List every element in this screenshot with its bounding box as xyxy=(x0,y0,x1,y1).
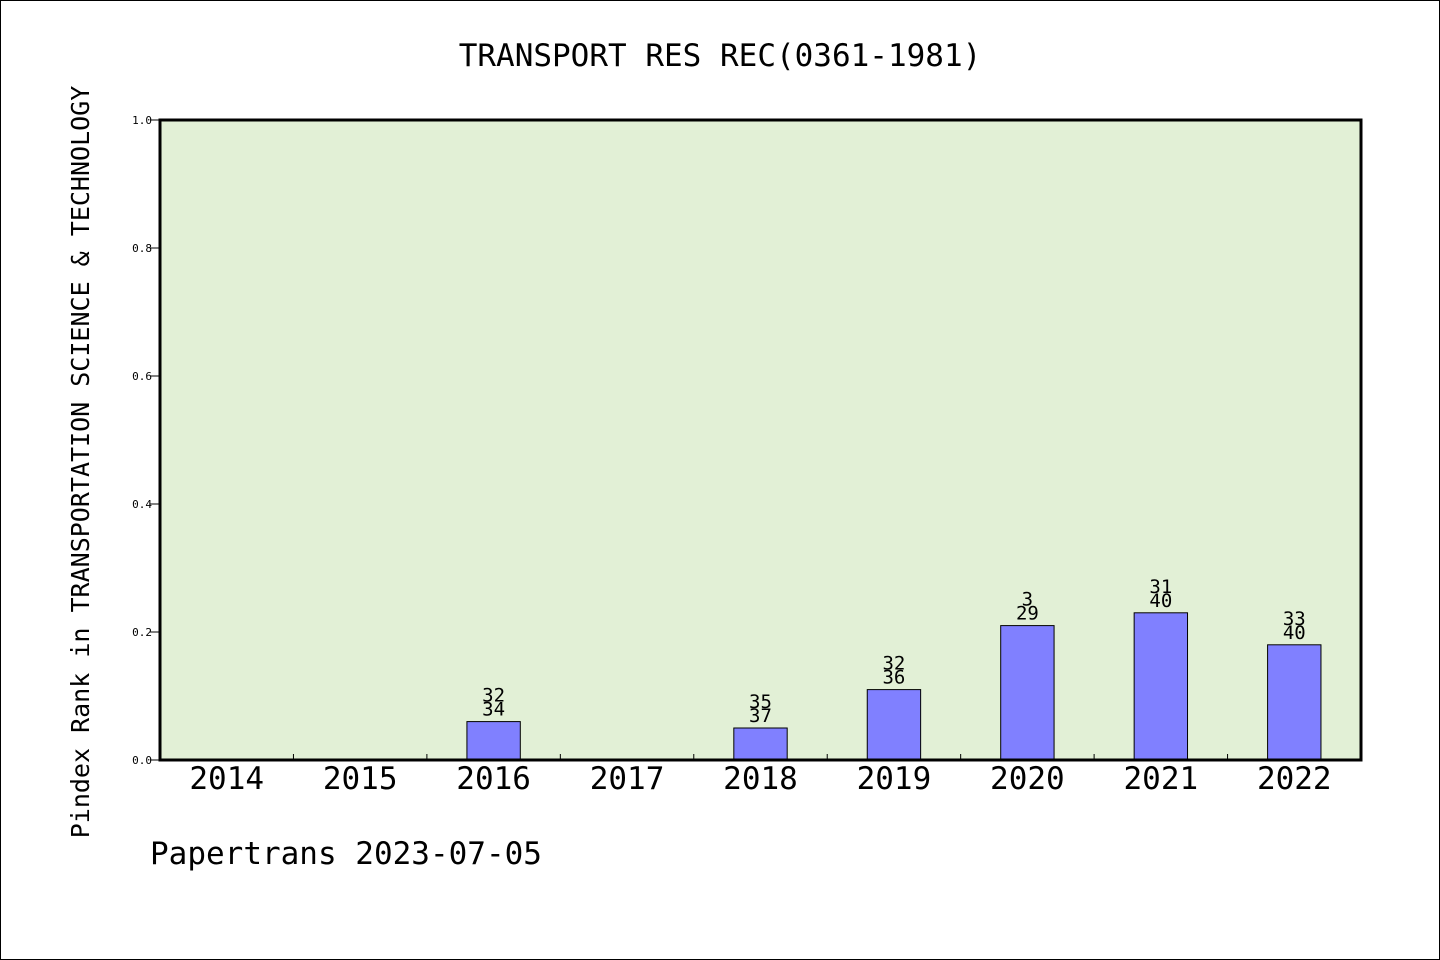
bar-label-rank: 35 xyxy=(749,691,772,713)
bar-label-total: 29 xyxy=(1016,603,1039,625)
bar-label-rank: 31 xyxy=(1149,576,1172,598)
bar-label-total: 40 xyxy=(1283,622,1306,644)
x-tick-label: 2019 xyxy=(857,761,932,797)
bar-2018 xyxy=(733,727,788,761)
bar-2022 xyxy=(1267,644,1322,761)
bar-label-total: 37 xyxy=(749,705,772,727)
plot-border xyxy=(158,118,1363,762)
bar-2019 xyxy=(866,689,922,761)
bar-label-rank: 32 xyxy=(882,653,905,675)
y-tick-label: 0.8 xyxy=(132,242,152,255)
y-axis-label: Pindex Rank in TRANSPORTATION SCIENCE & … xyxy=(66,86,95,839)
bar-label-rank: 3 xyxy=(1022,589,1033,611)
y-tick-label: 0.4 xyxy=(132,498,152,511)
x-tick-label: 2021 xyxy=(1124,761,1199,797)
bar-2021 xyxy=(1133,612,1189,761)
y-tick-label: 1.0 xyxy=(132,114,152,127)
bar-label-total: 34 xyxy=(482,699,505,721)
x-tick-label: 2022 xyxy=(1257,761,1332,797)
bar-2016 xyxy=(466,721,521,761)
bar-label-rank: 33 xyxy=(1283,608,1306,630)
y-tick-label: 0.2 xyxy=(132,626,152,639)
chart-title: TRANSPORT RES REC(0361-1981) xyxy=(459,38,982,74)
y-tick-label: 0.0 xyxy=(132,754,152,767)
ticks-layer: 0.0 0.2 0.4 0.6 0.8 1.0 2014 2015 2016 2017 2018 20… xyxy=(132,114,1331,797)
footer-text: Papertrans 2023-07-05 xyxy=(150,836,542,872)
x-tick-label: 2016 xyxy=(456,761,531,797)
x-tick-label: 2015 xyxy=(323,761,398,797)
bar-label-total: 36 xyxy=(882,667,905,689)
x-tick-label: 2020 xyxy=(990,761,1065,797)
bar-2020 xyxy=(1000,625,1055,761)
x-tick-label: 2018 xyxy=(723,761,798,797)
bar-label-total: 40 xyxy=(1149,590,1172,612)
x-tick-label: 2017 xyxy=(590,761,665,797)
y-tick-label: 0.6 xyxy=(132,370,152,383)
bar-label-rank: 32 xyxy=(482,685,505,707)
x-tick-label: 2014 xyxy=(189,761,264,797)
